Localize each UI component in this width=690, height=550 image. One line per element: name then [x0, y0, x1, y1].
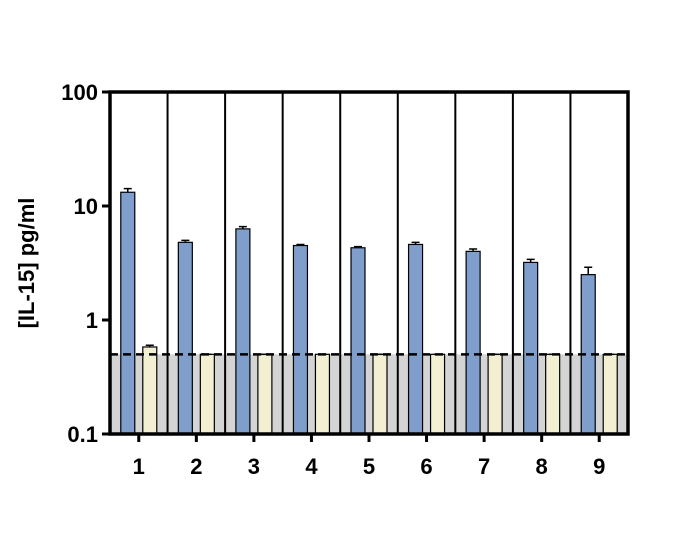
bar	[429, 353, 446, 435]
x-tick-label: 9	[593, 454, 605, 479]
x-tick-label: 6	[420, 454, 432, 479]
error-bar	[145, 344, 154, 347]
bar	[487, 353, 503, 435]
x-tick-label: 5	[363, 454, 375, 479]
x-tick-label: 1	[133, 454, 145, 479]
bar	[602, 353, 618, 435]
y-tick-label: 1	[86, 308, 98, 333]
bar	[523, 261, 539, 435]
x-tick-label: 4	[305, 454, 318, 479]
error-bar	[238, 225, 247, 229]
error-bar	[296, 243, 305, 246]
error-bar	[584, 266, 593, 275]
bar	[372, 353, 388, 435]
bar	[350, 247, 366, 435]
x-tick-label: 7	[478, 454, 490, 479]
x-tick-label: 8	[536, 454, 548, 479]
bar	[292, 244, 309, 435]
bar	[257, 353, 273, 435]
bar	[199, 353, 215, 435]
error-bar	[411, 241, 420, 245]
y-tick-label: 0.1	[67, 422, 98, 447]
plot-frame	[108, 90, 630, 436]
bar	[545, 353, 561, 435]
bar	[465, 250, 481, 435]
error-bar	[469, 248, 478, 252]
bar	[142, 346, 158, 435]
bar	[235, 228, 251, 435]
error-bar	[123, 187, 132, 193]
bar	[177, 241, 193, 435]
y-tick-label: 100	[61, 80, 98, 105]
x-tick-label: 3	[248, 454, 260, 479]
bar	[407, 243, 424, 435]
threshold-region	[110, 354, 628, 434]
error-bar	[526, 258, 535, 263]
y-tick-label: 10	[74, 194, 98, 219]
x-tick-label: 2	[190, 454, 202, 479]
error-bar	[181, 239, 190, 243]
y-axis-label: [IL-15] pg/ml	[14, 198, 39, 329]
error-bar	[354, 245, 362, 248]
bar	[314, 353, 331, 435]
bar	[120, 191, 136, 435]
